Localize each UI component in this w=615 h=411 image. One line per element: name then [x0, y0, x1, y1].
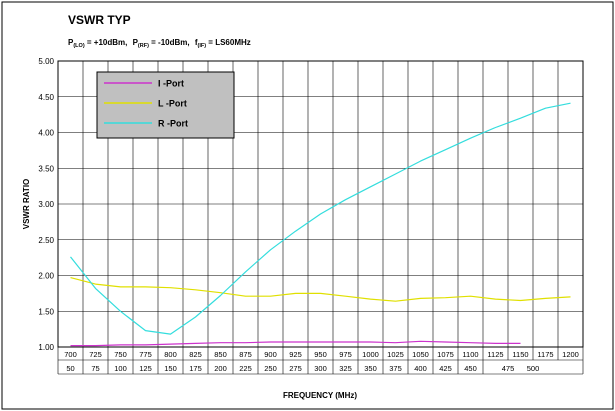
- x-tick-label-frequency: 1175: [537, 350, 553, 359]
- x-tick-label-if-frequency: 325: [339, 364, 352, 373]
- y-tick-label: 4.00: [38, 129, 54, 138]
- y-tick-label: 5.00: [38, 57, 54, 66]
- x-tick-label-frequency: 1100: [462, 350, 478, 359]
- x-tick-label-frequency: 850: [214, 350, 227, 359]
- x-tick-label-if-frequency: 200: [214, 364, 227, 373]
- y-tick-label: 1.00: [38, 343, 54, 352]
- series-lines: [70, 102, 571, 347]
- x-tick-label-if-frequency: 50: [66, 364, 74, 373]
- x-tick-label-if-frequency: 300: [314, 364, 327, 373]
- x-tick-label-frequency: 900: [264, 350, 277, 359]
- x-tick-label-if-frequency: 175: [189, 364, 202, 373]
- subtitle-p-rf-value: = -10dBm,: [149, 38, 190, 47]
- x-tick-label-frequency: 1000: [362, 350, 379, 359]
- x-tick-label-if-frequency: 375: [389, 364, 402, 373]
- y-tick-labels: 1.00 1.50 2.00 2.50 3.00 3.50 4.00 4.50 5.00: [38, 57, 54, 352]
- subtitle-p-lo-sub: (LO): [73, 43, 84, 49]
- series-line-lport: [70, 277, 571, 302]
- x-tick-label-frequency: 925: [289, 350, 302, 359]
- legend: I -Port L -Port R -Port: [96, 71, 235, 139]
- x-tick-label-frequency: 750: [114, 350, 127, 359]
- y-tick-label: 2.00: [38, 272, 54, 281]
- x-tick-label-if-frequency: 400: [414, 364, 427, 373]
- series-line-iport: [70, 340, 521, 347]
- x-tick-label-if-frequency: 425: [439, 364, 452, 373]
- y-tick-label: 1.50: [38, 307, 54, 316]
- subtitle-p-lo-value: = +10dBm,: [85, 38, 128, 47]
- subtitle-p-rf-sub: (RF): [138, 43, 149, 49]
- subtitle-p-rf-symbol: P: [133, 38, 139, 47]
- x-tick-label-if-frequency: 350: [364, 364, 377, 373]
- x-tick-label-frequency: 700: [64, 350, 77, 359]
- x-axis-table: 700 725 750 775 800 825 850 875 900 925 950 975 1000…: [57, 347, 584, 375]
- subtitle-p-lo-symbol: P: [68, 38, 74, 47]
- x-tick-label-if-frequency: 75: [91, 364, 99, 373]
- x-tick-label-frequency: 775: [139, 350, 152, 359]
- y-tick-label: 3.50: [38, 164, 54, 173]
- x-tick-label-if-frequency: 100: [114, 364, 127, 373]
- legend-label: L -Port: [158, 99, 187, 109]
- x-tick-label-frequency: 1125: [487, 350, 503, 359]
- y-tick-label: 3.00: [38, 200, 54, 209]
- x-tick-label-frequency: 875: [239, 350, 252, 359]
- y-axis-label: VSWR RATIO: [22, 179, 31, 230]
- series-line-rport: [70, 102, 571, 335]
- x-tick-label-frequency: 1025: [387, 350, 404, 359]
- x-tick-label-if-frequency: 150: [164, 364, 177, 373]
- subtitle-f-if-value: = LS60MHz: [206, 38, 251, 47]
- x-tick-label-frequency: 825: [189, 350, 202, 359]
- x-tick-label-if-frequency: 250: [264, 364, 277, 373]
- x-tick-label-if-frequency: 500: [527, 364, 540, 373]
- x-tick-label-if-frequency: 125: [139, 364, 152, 373]
- x-tick-label-frequency: 725: [89, 350, 102, 359]
- x-tick-label-frequency: 1200: [562, 350, 579, 359]
- y-tick-label: 4.50: [38, 93, 54, 102]
- chart-title: VSWR TYP: [68, 13, 131, 27]
- x-tick-label-if-frequency: 275: [289, 364, 302, 373]
- x-tick-label-frequency: 800: [164, 350, 177, 359]
- x-tick-label-frequency: 1050: [412, 350, 429, 359]
- x-tick-label-if-frequency: 450: [464, 364, 477, 373]
- subtitle-f-if-sub: (IF): [198, 43, 207, 49]
- x-tick-label-frequency: 1150: [512, 350, 528, 359]
- legend-label: I -Port: [158, 79, 184, 89]
- x-axis-label: FREQUENCY (MHz): [283, 391, 357, 400]
- x-tick-label-if-frequency: 475: [502, 364, 515, 373]
- x-tick-label-frequency: 975: [339, 350, 352, 359]
- x-tick-label-frequency: 950: [314, 350, 327, 359]
- x-tick-label-if-frequency: 225: [239, 364, 252, 373]
- y-tick-label: 2.50: [38, 236, 54, 245]
- x-tick-label-frequency: 1075: [437, 350, 454, 359]
- subtitle-f-if-symbol: f: [195, 38, 198, 47]
- legend-label: R -Port: [158, 119, 188, 129]
- chart-subtitle: P(LO) = +10dBm, P(RF) = -10dBm, f(IF) = …: [68, 38, 251, 49]
